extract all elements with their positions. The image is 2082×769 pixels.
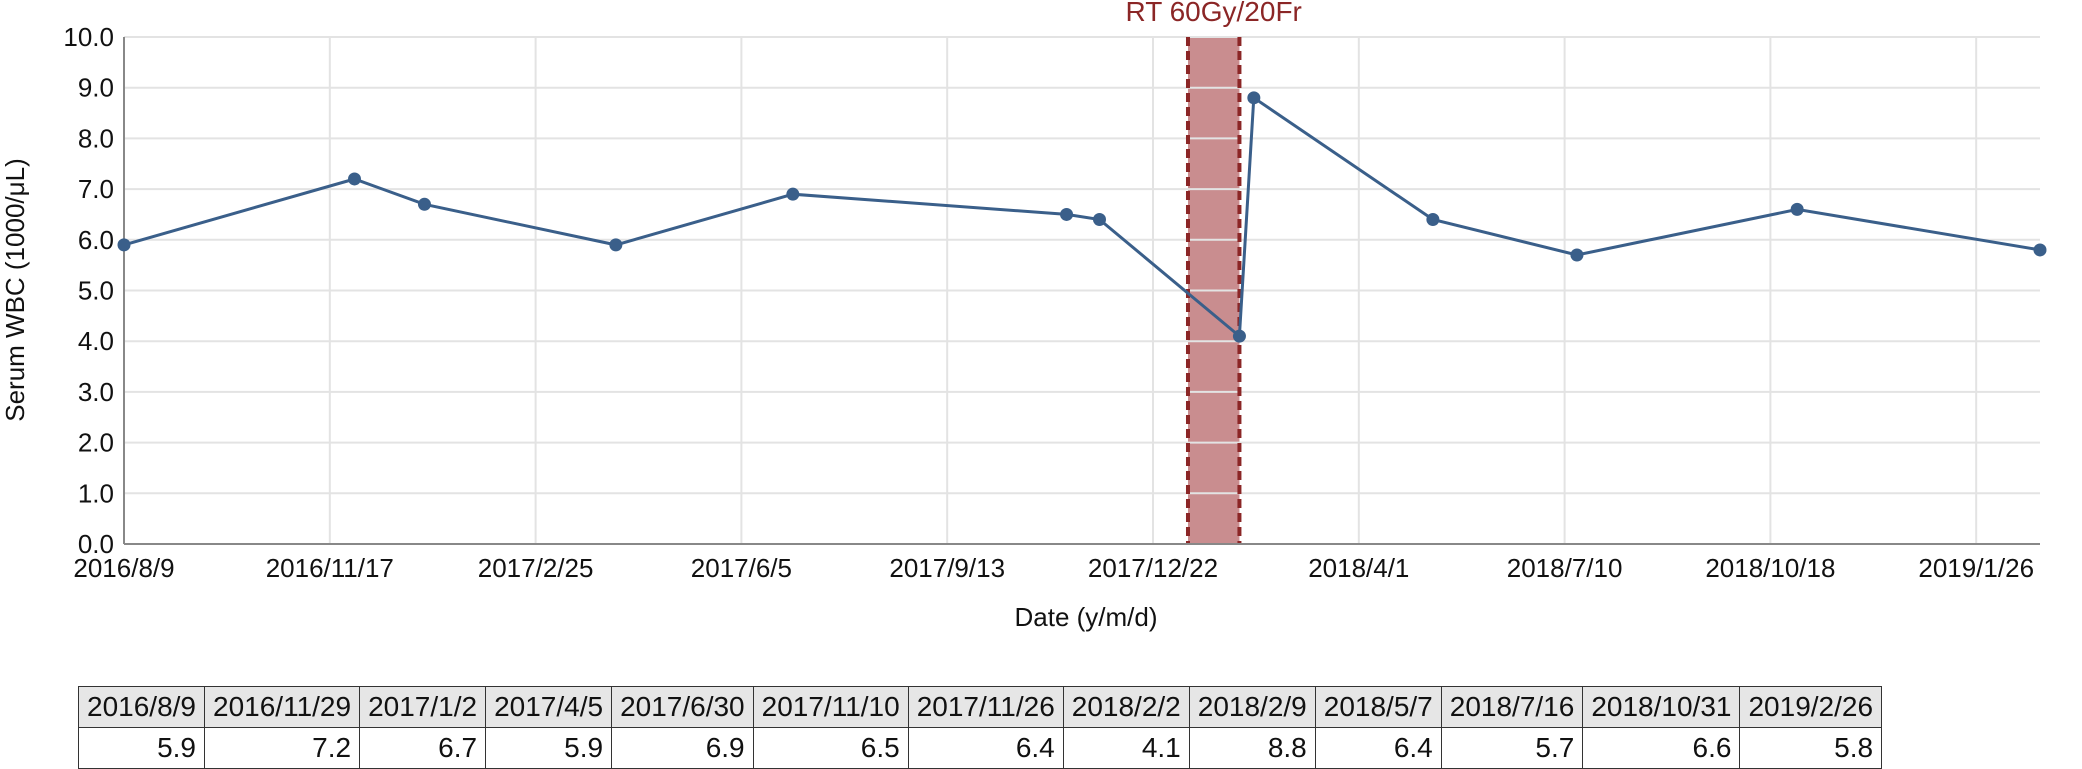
data-point bbox=[1060, 207, 1074, 221]
y-tick-label: 7.0 bbox=[78, 174, 114, 204]
table-date-cell: 2018/2/2 bbox=[1062, 686, 1190, 728]
table-value-cell: 7.2 bbox=[203, 727, 361, 769]
table-value-cell: 6.4 bbox=[1314, 727, 1442, 769]
y-tick-label: 8.0 bbox=[78, 123, 114, 153]
table-date-cell: 2016/8/9 bbox=[78, 686, 205, 728]
y-tick-label: 4.0 bbox=[78, 326, 114, 356]
x-tick-label: 2016/8/9 bbox=[73, 553, 174, 583]
table-value-cell: 6.7 bbox=[359, 727, 487, 769]
table-date-cell: 2017/11/26 bbox=[907, 686, 1064, 728]
x-tick-label: 2017/6/5 bbox=[691, 553, 792, 583]
data-point bbox=[2033, 243, 2047, 257]
data-point bbox=[1790, 202, 1804, 216]
data-point bbox=[1426, 213, 1440, 227]
table-date-cell: 2017/1/2 bbox=[359, 686, 487, 728]
table-value-cell: 6.5 bbox=[752, 727, 909, 769]
table-date-cell: 2019/2/26 bbox=[1739, 686, 1883, 728]
x-tick-label: 2018/4/1 bbox=[1308, 553, 1409, 583]
table-date-cell: 2017/4/5 bbox=[485, 686, 613, 728]
wbc-data-points bbox=[117, 91, 2047, 343]
y-tick-label: 3.0 bbox=[78, 377, 114, 407]
table-date-row: 2016/8/9 2016/11/29 2017/1/2 2017/4/5 2017/6… bbox=[78, 686, 1883, 728]
x-tick-label: 2018/10/18 bbox=[1705, 553, 1835, 583]
table-date-cell: 2017/11/10 bbox=[752, 686, 909, 728]
table-date-cell: 2017/6/30 bbox=[611, 686, 754, 728]
table-value-cell: 6.6 bbox=[1582, 727, 1741, 769]
x-tick-label: 2019/1/26 bbox=[1918, 553, 2034, 583]
table-value-cell: 6.4 bbox=[907, 727, 1064, 769]
table-value-cell: 4.1 bbox=[1062, 727, 1190, 769]
data-point bbox=[786, 187, 800, 201]
y-tick-label: 0.0 bbox=[78, 529, 114, 559]
table-value-cell: 8.8 bbox=[1188, 727, 1316, 769]
table-date-cell: 2018/2/9 bbox=[1188, 686, 1316, 728]
y-axis-label: Serum WBC (1000/μL) bbox=[0, 158, 30, 422]
table-value-cell: 5.8 bbox=[1739, 727, 1883, 769]
grid-lines bbox=[123, 36, 2040, 545]
table-date-cell: 2018/7/16 bbox=[1440, 686, 1584, 728]
table-value-row: 5.9 7.2 6.7 5.9 6.9 6.5 6.4 4.1 8.8 6.4 5.7 6.6 5.8 bbox=[78, 727, 1883, 769]
table-date-cell: 2016/11/29 bbox=[203, 686, 361, 728]
y-tick-label: 2.0 bbox=[78, 428, 114, 458]
rt-annotation-label: RT 60Gy/20Fr bbox=[1126, 0, 1302, 27]
data-point bbox=[347, 172, 361, 186]
table-date-cell: 2018/10/31 bbox=[1582, 686, 1741, 728]
y-tick-labels: 0.0 1.0 2.0 3.0 4.0 5.0 6.0 7.0 8.0 9.0 10.0 bbox=[63, 22, 114, 559]
x-tick-label: 2017/12/22 bbox=[1088, 553, 1218, 583]
wbc-line-chart: RT 60Gy/20Fr 0.0 1.0 2.0 3.0 4.0 5.0 6.0 7.0 8.0… bbox=[0, 0, 2047, 632]
x-axis-label: Date (y/m/d) bbox=[1014, 602, 1157, 632]
y-tick-label: 1.0 bbox=[78, 478, 114, 508]
y-tick-label: 5.0 bbox=[78, 276, 114, 306]
x-tick-label: 2016/11/17 bbox=[266, 553, 394, 583]
x-tick-label: 2017/9/13 bbox=[889, 553, 1005, 583]
x-tick-label: 2017/2/25 bbox=[478, 553, 594, 583]
x-tick-labels: 2016/8/9 2016/11/17 2017/2/25 2017/6/5 2017/… bbox=[73, 553, 2034, 583]
table-value-cell: 5.9 bbox=[78, 727, 205, 769]
table-value-cell: 5.7 bbox=[1440, 727, 1584, 769]
data-point bbox=[1247, 91, 1261, 105]
data-point bbox=[609, 238, 623, 252]
wbc-data-table: 2016/8/9 2016/11/29 2017/1/2 2017/4/5 2017/6… bbox=[78, 686, 1883, 769]
wbc-series-line bbox=[123, 95, 2041, 340]
table-value-cell: 5.9 bbox=[485, 727, 613, 769]
x-tick-label: 2018/7/10 bbox=[1507, 553, 1623, 583]
y-tick-label: 10.0 bbox=[63, 22, 114, 52]
data-point bbox=[1092, 213, 1106, 227]
data-point bbox=[1570, 248, 1584, 262]
y-tick-label: 9.0 bbox=[78, 73, 114, 103]
y-tick-label: 6.0 bbox=[78, 225, 114, 255]
data-point bbox=[117, 238, 131, 252]
table-date-cell: 2018/5/7 bbox=[1314, 686, 1442, 728]
table-value-cell: 6.9 bbox=[611, 727, 754, 769]
data-point bbox=[417, 197, 431, 211]
data-point bbox=[1232, 329, 1246, 343]
